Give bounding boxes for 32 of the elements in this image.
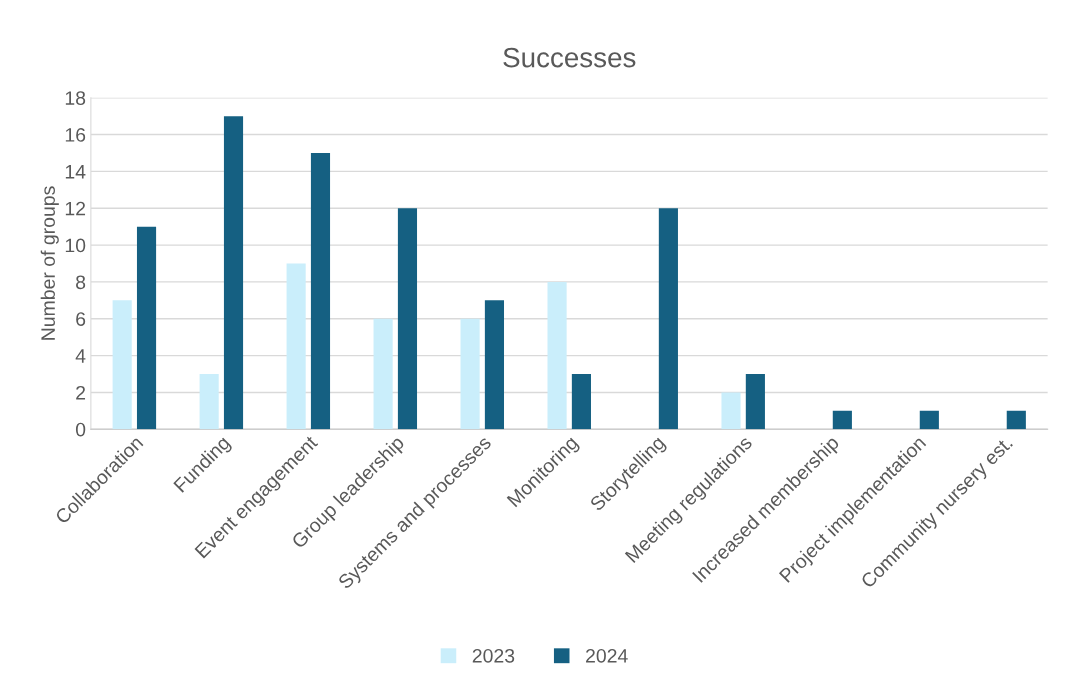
bar (1006, 410, 1026, 430)
bar (745, 374, 765, 430)
bar (112, 300, 132, 430)
bar (286, 263, 306, 430)
y-axis-title: Number of groups (40, 186, 59, 340)
y-tick-label: 2 (76, 385, 86, 400)
y-tick-label: 18 (65, 91, 86, 105)
y-tick-label: 8 (76, 275, 86, 290)
bar (832, 410, 852, 430)
legend-label: 2024 (586, 648, 628, 663)
bar (310, 152, 331, 430)
y-tick-label: 6 (76, 312, 86, 326)
bar (571, 374, 591, 430)
bar (484, 300, 505, 430)
y-tick-label: 4 (75, 349, 86, 363)
bar (658, 208, 678, 430)
bar (373, 318, 393, 430)
y-tick-label: 0 (75, 422, 86, 437)
bar (919, 410, 939, 430)
bar (397, 208, 418, 430)
bar (460, 318, 480, 430)
y-tick-label: 12 (65, 201, 86, 216)
bar (136, 226, 157, 430)
y-tick-label: 16 (65, 128, 86, 142)
y-tick-label: 14 (65, 165, 86, 179)
bar (199, 374, 219, 430)
y-tick-label: 10 (65, 238, 86, 253)
legend-label: 2023 (472, 648, 515, 663)
bar (223, 116, 244, 430)
bar (721, 392, 741, 430)
chart-title: Successes (503, 47, 636, 68)
bar (547, 281, 567, 430)
